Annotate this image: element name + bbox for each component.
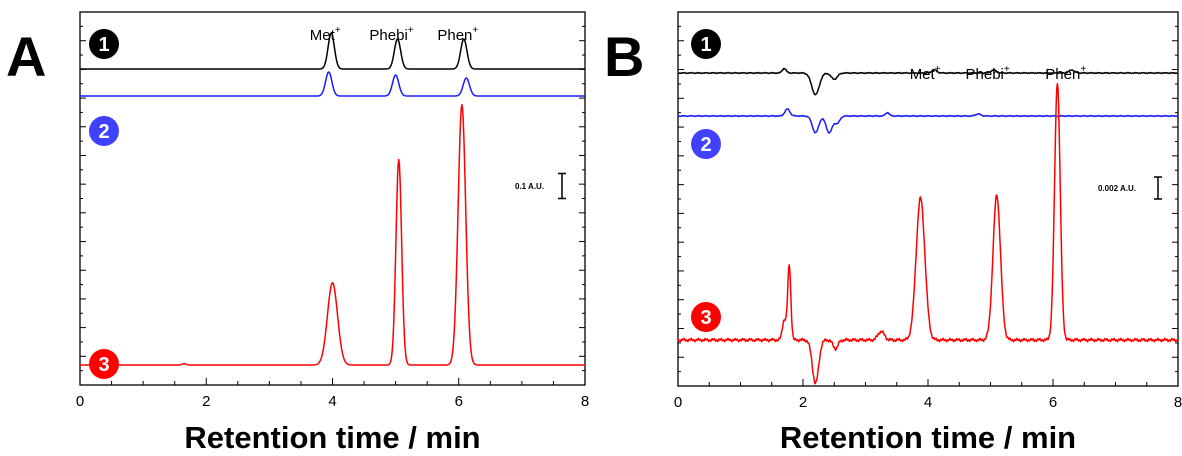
scale-bar-label: 0.1 A.U. [515, 182, 544, 191]
peak-label-charge: + [935, 64, 941, 75]
peak-label: Met+ [310, 25, 341, 44]
series-line-1 [677, 67, 1179, 96]
peak-label: Phen+ [1045, 64, 1086, 83]
series-badge-label: 1 [700, 34, 711, 56]
series-badge-label: 2 [700, 134, 711, 156]
series-badge-3 [691, 302, 721, 332]
x-tick-label: 6 [455, 393, 463, 410]
x-tick-label: 6 [1049, 394, 1057, 411]
x-tick-label: 8 [1174, 394, 1182, 411]
panel-letter: B [604, 25, 644, 88]
series-badge-label: 2 [98, 121, 109, 143]
peak-label: Phebi+ [966, 64, 1010, 83]
x-axis-title: Retention time / min [780, 420, 1076, 455]
peak-label-name: Met [310, 27, 336, 44]
series-badge-2 [89, 116, 119, 146]
peak-label-charge: + [1080, 64, 1086, 75]
peak-label: Phen+ [437, 25, 478, 44]
series-badge-1 [691, 29, 721, 59]
series-badge-label: 1 [98, 34, 109, 56]
peak-label-name: Phebi [369, 27, 407, 44]
plot-frame [79, 11, 586, 386]
series-badge-3 [89, 349, 119, 379]
peak-label-name: Met [910, 66, 936, 83]
series-line-1 [79, 32, 586, 70]
peak-label: Phebi+ [369, 25, 413, 44]
series-line-2 [79, 71, 586, 97]
panel-letter: A [6, 25, 46, 88]
series-badge-1 [89, 29, 119, 59]
scale-bar-label: 0.002 A.U. [1098, 184, 1136, 193]
peak-label-charge: + [472, 25, 478, 36]
x-tick-label: 4 [328, 393, 336, 410]
x-tick-label: 2 [799, 394, 807, 411]
series-line-3 [79, 103, 586, 366]
x-tick-label: 0 [76, 393, 84, 410]
x-tick-label: 0 [674, 394, 682, 411]
series-badge-label: 3 [98, 354, 109, 376]
peak-label-name: Phen [1045, 66, 1080, 83]
peak-label: Met+ [910, 64, 941, 83]
x-tick-label: 4 [924, 394, 932, 411]
peak-label-name: Phebi [966, 66, 1004, 83]
series-badge-label: 3 [700, 307, 711, 329]
peak-label-charge: + [408, 25, 414, 36]
peak-label-charge: + [1004, 64, 1010, 75]
peak-label-charge: + [335, 25, 341, 36]
series-line-3 [677, 82, 1179, 385]
series-line-2 [677, 108, 1179, 134]
x-tick-label: 2 [202, 393, 210, 410]
peak-label-name: Phen [437, 27, 472, 44]
series-badge-2 [691, 129, 721, 159]
x-axis-title: Retention time / min [184, 420, 480, 455]
x-tick-label: 8 [581, 393, 589, 410]
